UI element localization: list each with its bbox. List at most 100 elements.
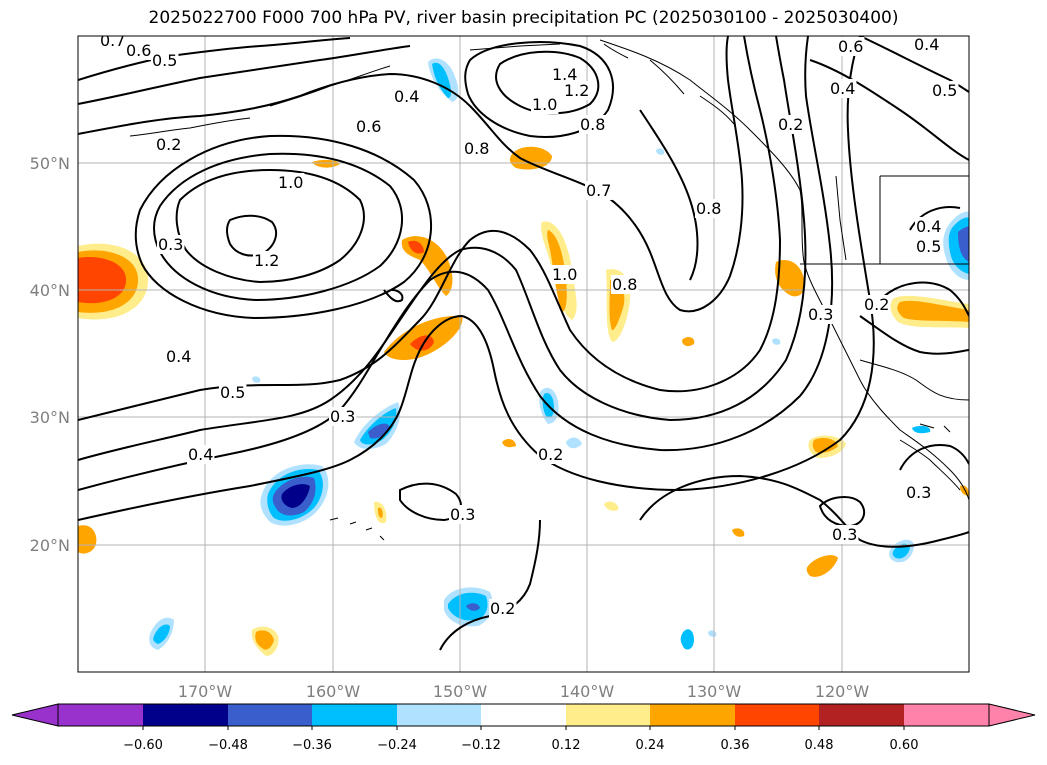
contour-label: 0.3 bbox=[832, 525, 857, 544]
contour-label: 0.5 bbox=[220, 383, 245, 402]
lon-label: 120°W bbox=[815, 682, 870, 701]
graticule bbox=[78, 36, 969, 672]
colorbar-tick-label: 0.36 bbox=[721, 738, 750, 753]
longitude-labels: 170°W 160°W 150°W 140°W 130°W 120°W bbox=[178, 682, 870, 701]
colorbar-tick-label: 0.60 bbox=[890, 738, 919, 753]
contour-label-halo bbox=[913, 36, 941, 54]
colorbar-cell bbox=[143, 704, 228, 726]
contour-label-halo bbox=[489, 599, 517, 618]
contour-label: 0.5 bbox=[152, 51, 177, 70]
contour-label: 0.3 bbox=[330, 407, 355, 426]
contour-label-group: 0.7 0.6 0.5 0.4 0.6 0.8 1.0 1.2 0.3 0.2 … bbox=[99, 35, 959, 618]
contour-label-halo bbox=[611, 275, 639, 294]
contour-label-halo bbox=[563, 81, 591, 100]
contour-label: 0.5 bbox=[916, 237, 941, 256]
contour-label: 0.4 bbox=[830, 79, 855, 98]
contour-label: 1.2 bbox=[564, 81, 589, 100]
colorbar-cell bbox=[481, 704, 566, 726]
contour-label: 0.8 bbox=[464, 139, 489, 158]
contour-label-halo bbox=[355, 117, 383, 136]
contour-label: 0.3 bbox=[158, 235, 183, 254]
contour-label-halo bbox=[915, 237, 943, 256]
colorbar-cell bbox=[735, 704, 819, 726]
colorbar: −0.60 −0.48 −0.36 −0.24 −0.12 0.12 0.24 … bbox=[11, 703, 1036, 753]
contour-label: 0.8 bbox=[696, 199, 721, 218]
lon-label: 160°W bbox=[306, 682, 361, 701]
colorbar-tick-label: −0.24 bbox=[377, 738, 417, 753]
contour-label: 0.2 bbox=[778, 115, 803, 134]
contour-label-halo bbox=[537, 445, 565, 464]
contour-label-halo bbox=[531, 95, 559, 114]
contour-label: 0.4 bbox=[916, 217, 941, 236]
contour-label-halo bbox=[99, 36, 127, 50]
contour-label-halo bbox=[579, 115, 607, 134]
contour-label: 0.2 bbox=[490, 599, 515, 618]
colorbar-cell bbox=[819, 704, 904, 726]
contour-label-halo bbox=[837, 37, 865, 56]
contour-label-halo bbox=[463, 139, 491, 158]
colorbar-tick-label: 0.24 bbox=[636, 738, 665, 753]
contour-label: 0.2 bbox=[156, 135, 181, 154]
colorbar-cell bbox=[397, 704, 481, 726]
contour-label-halo bbox=[831, 525, 859, 544]
contour-label: 1.0 bbox=[532, 95, 557, 114]
contour-label-halo bbox=[329, 407, 357, 426]
contour-label-halo bbox=[863, 295, 891, 314]
contour-label-halo bbox=[253, 251, 281, 270]
contour-label: 0.8 bbox=[580, 115, 605, 134]
contour-label-halo bbox=[585, 181, 613, 200]
colorbar-tick-label: −0.60 bbox=[123, 738, 163, 753]
contour-label-halo bbox=[165, 347, 193, 366]
contour-label: 0.7 bbox=[586, 181, 611, 200]
contour-label-halo bbox=[551, 65, 579, 84]
contour-label: 1.4 bbox=[552, 65, 577, 84]
colorbar-extend-high bbox=[988, 703, 1036, 727]
contour-label-halo bbox=[449, 505, 477, 524]
lat-label: 30°N bbox=[30, 408, 70, 427]
contour-label: 0.4 bbox=[914, 35, 939, 54]
map-frame bbox=[77, 35, 970, 673]
contour-label-halo bbox=[125, 41, 153, 60]
contour-label-halo bbox=[393, 87, 421, 106]
lat-label: 20°N bbox=[30, 536, 70, 555]
contour-label-halo bbox=[695, 199, 723, 218]
contour-label-halo bbox=[915, 217, 943, 236]
contour-label-halo bbox=[551, 265, 579, 284]
colorbar-cell bbox=[566, 704, 650, 726]
contour-label: 0.6 bbox=[356, 117, 381, 136]
contour-label: 0.3 bbox=[906, 483, 931, 502]
lat-label: 40°N bbox=[30, 281, 70, 300]
lon-label: 130°W bbox=[687, 682, 742, 701]
colorbar-tick-label: −0.36 bbox=[292, 738, 332, 753]
contour-label: 0.4 bbox=[166, 347, 191, 366]
contour-label-halo bbox=[777, 115, 805, 134]
contour-label: 0.2 bbox=[864, 295, 889, 314]
colorbar-cell bbox=[904, 704, 989, 726]
colorbar-frame bbox=[57, 703, 990, 727]
contour-label-halo bbox=[157, 235, 185, 254]
colorbar-tick-label: −0.48 bbox=[208, 738, 248, 753]
colorbar-cell bbox=[650, 704, 735, 726]
lon-label: 150°W bbox=[433, 682, 488, 701]
contour-label: 1.0 bbox=[278, 173, 303, 192]
colorbar-extend-low bbox=[11, 703, 59, 727]
contour-label: 0.4 bbox=[188, 445, 213, 464]
colorbar-tick-label: 0.48 bbox=[805, 738, 834, 753]
contour-label-halo bbox=[155, 135, 183, 154]
contour-label: 0.8 bbox=[612, 275, 637, 294]
contour-label-halo bbox=[151, 51, 179, 70]
contour-label: 0.6 bbox=[126, 41, 151, 60]
colorbar-tick-label: 0.12 bbox=[552, 738, 581, 753]
lon-label: 140°W bbox=[560, 682, 615, 701]
contour-label: 1.2 bbox=[254, 251, 279, 270]
contour-label: 0.4 bbox=[394, 87, 419, 106]
lon-label: 170°W bbox=[178, 682, 233, 701]
colorbar-cell bbox=[58, 704, 143, 726]
contour-label: 0.5 bbox=[932, 81, 957, 100]
contour-label-halo bbox=[905, 483, 933, 502]
colorbar-cell bbox=[228, 704, 312, 726]
coastlines bbox=[129, 39, 969, 541]
contour-label: 0.3 bbox=[808, 305, 833, 324]
contour-label-halo bbox=[277, 173, 305, 192]
